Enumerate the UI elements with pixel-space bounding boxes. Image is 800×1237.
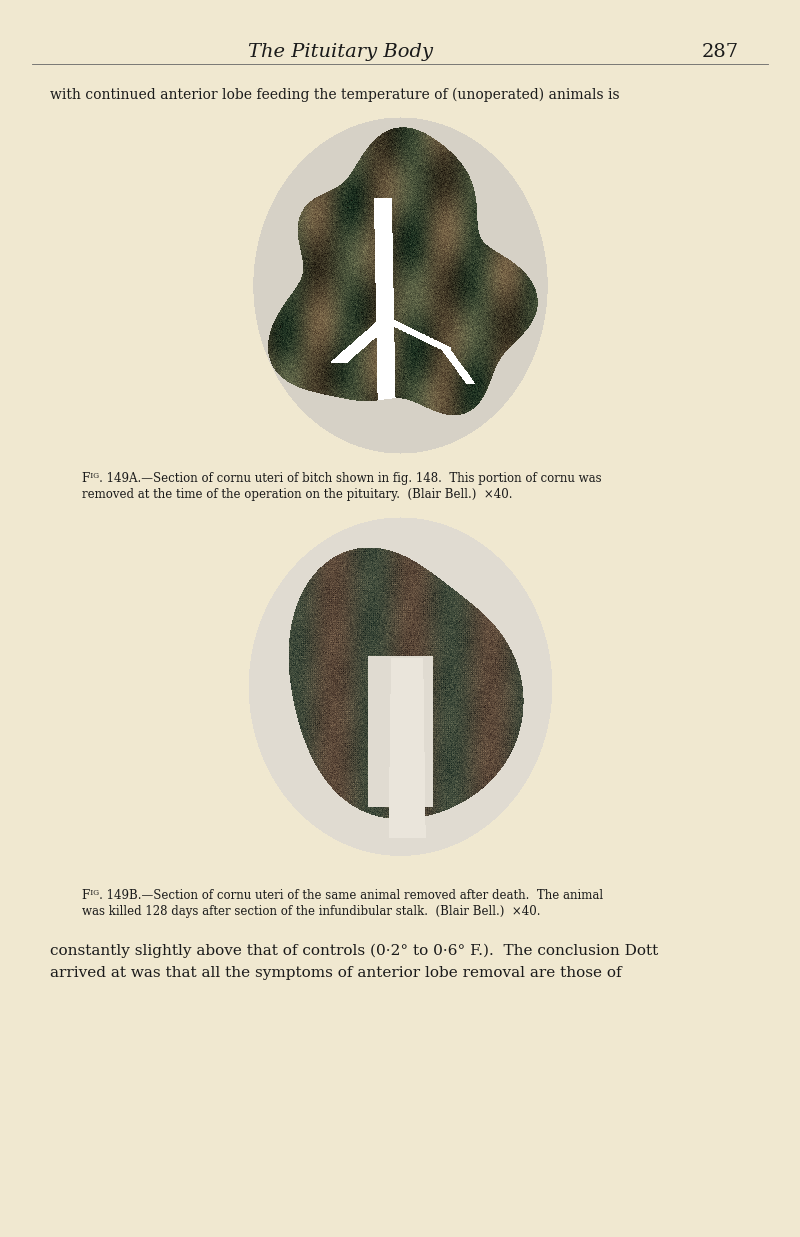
Text: removed at the time of the operation on the pituitary.  (Blair Bell.)  ×40.: removed at the time of the operation on …: [82, 489, 513, 501]
Text: arrived at was that all the symptoms of anterior lobe removal are those of: arrived at was that all the symptoms of …: [50, 966, 622, 980]
Text: was killed 128 days after section of the infundibular stalk.  (Blair Bell.)  ×40: was killed 128 days after section of the…: [82, 905, 541, 918]
Text: Fᴵᴳ. 149A.—Section of cornu uteri of bitch shown in fig. 148.  This portion of c: Fᴵᴳ. 149A.—Section of cornu uteri of bit…: [82, 473, 602, 485]
Text: constantly slightly above that of controls (0·2° to 0·6° F.).  The conclusion Do: constantly slightly above that of contro…: [50, 944, 658, 959]
Text: The Pituitary Body: The Pituitary Body: [247, 43, 433, 61]
Text: Fᴵᴳ. 149B.—Section of cornu uteri of the same animal removed after death.  The a: Fᴵᴳ. 149B.—Section of cornu uteri of the…: [82, 889, 603, 902]
Text: 287: 287: [702, 43, 738, 61]
Text: with continued anterior lobe feeding the temperature of (unoperated) animals is: with continued anterior lobe feeding the…: [50, 88, 620, 103]
